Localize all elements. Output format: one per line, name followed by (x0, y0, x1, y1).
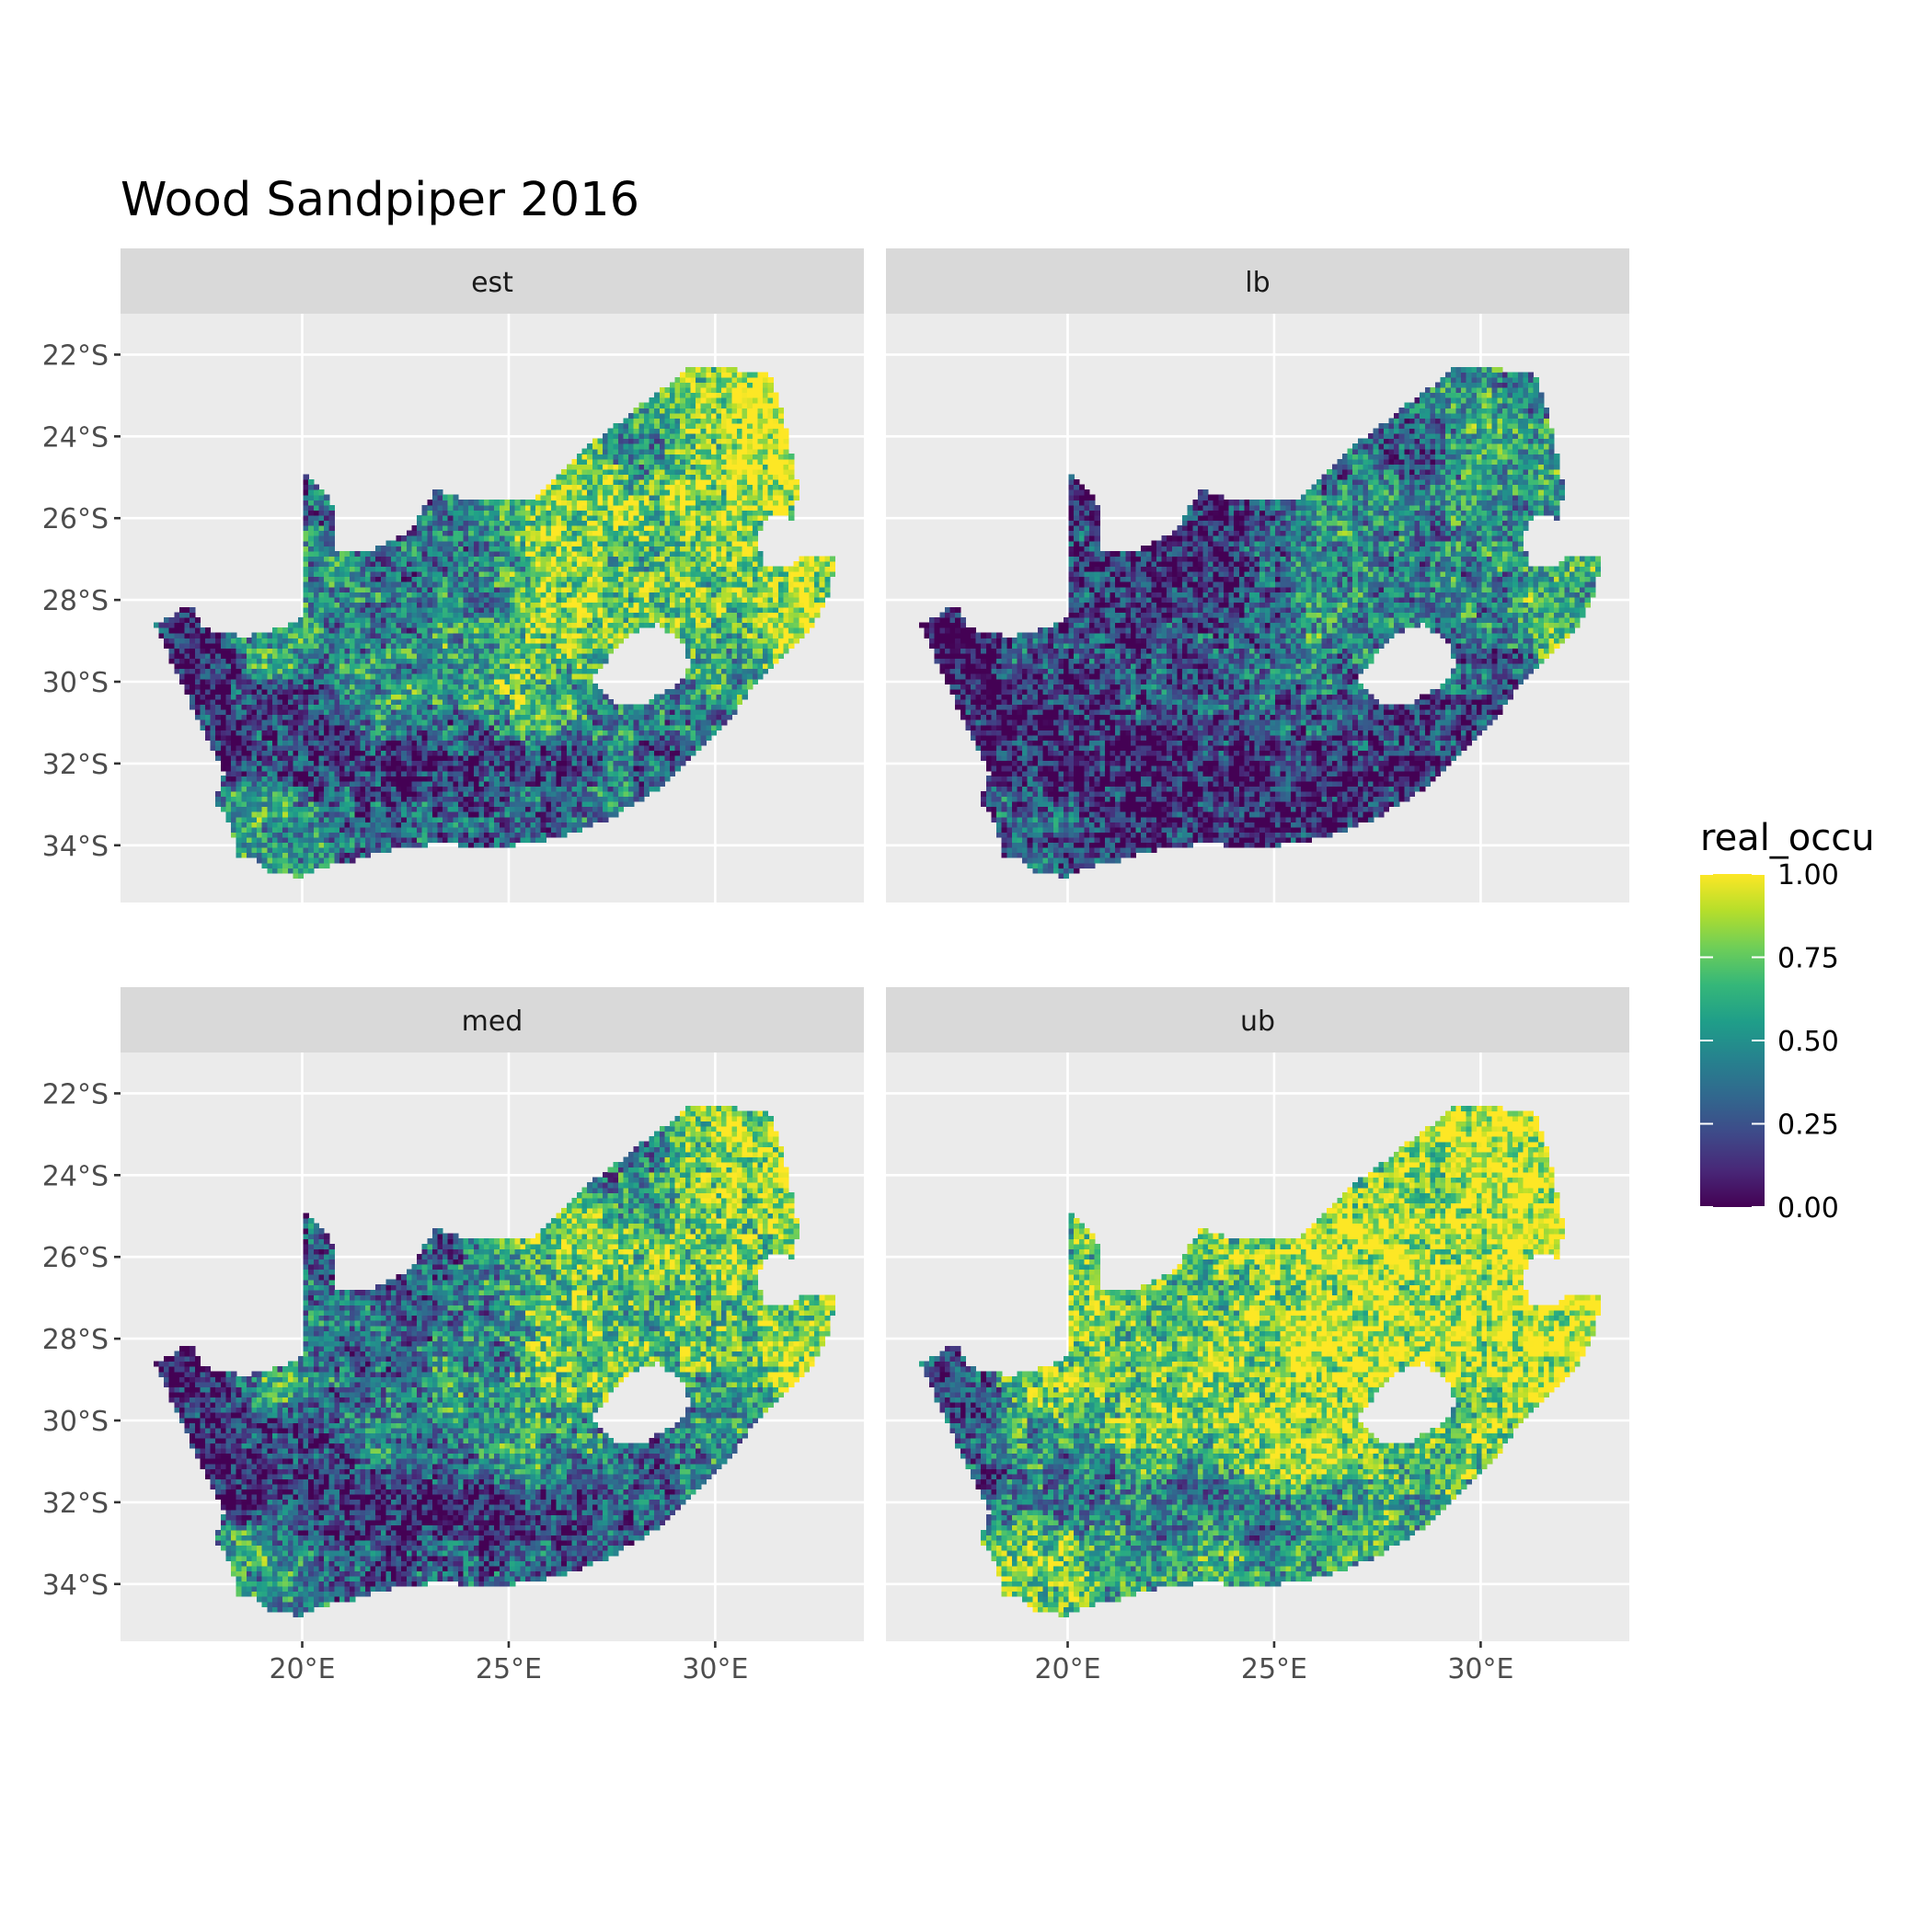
facet-panel-ub: ub 20°E 25°E 30°E (886, 987, 1629, 1685)
x-tick-label: 20°E (269, 1653, 335, 1685)
facet-panel-est: est 22°S 24°S 26°S 28°S 30°S 32°S 34°S (42, 248, 864, 903)
y-tick-label: 32°S (42, 1488, 109, 1520)
y-tick-label: 24°S (42, 1160, 109, 1192)
y-tick-label: 34°S (42, 831, 109, 863)
y-tick-label: 28°S (42, 1324, 109, 1356)
y-tick-label: 34°S (42, 1570, 109, 1602)
legend-break-label: 0.50 (1777, 1026, 1839, 1058)
y-tick-label: 22°S (42, 339, 109, 372)
y-tick-label: 26°S (42, 503, 109, 535)
facet-panels: est 22°S 24°S 26°S 28°S 30°S 32°S 34°S lb med 22°S… (42, 248, 1629, 1685)
figure-title: Wood Sandpiper 2016 (121, 173, 639, 227)
facet-panel-med: med 22°S 24°S 26°S 28°S 30°S 32°S 34°S 20°E 25°E 3… (42, 987, 864, 1685)
legend: real_occu 0.00 0.25 0.50 0.75 1.00 (1700, 817, 1875, 1225)
y-tick-label: 22°S (42, 1078, 109, 1110)
legend-break-label: 0.75 (1777, 943, 1839, 975)
legend-title: real_occu (1700, 817, 1875, 859)
facet-label: lb (1245, 267, 1270, 299)
x-tick-label: 30°E (1447, 1653, 1513, 1685)
facet-label: est (471, 267, 513, 299)
legend-break-label: 0.25 (1777, 1110, 1839, 1142)
x-tick-label: 30°E (682, 1653, 748, 1685)
x-tick-label: 20°E (1034, 1653, 1100, 1685)
y-tick-label: 30°S (42, 667, 109, 699)
legend-break-label: 1.00 (1777, 859, 1839, 891)
y-tick-label: 28°S (42, 585, 109, 617)
x-tick-label: 25°E (476, 1653, 542, 1685)
y-tick-label: 24°S (42, 421, 109, 454)
y-tick-label: 32°S (42, 749, 109, 781)
legend-break-label: 0.00 (1777, 1192, 1839, 1225)
y-tick-label: 26°S (42, 1242, 109, 1274)
facet-label: med (462, 1006, 523, 1038)
facet-label: ub (1240, 1006, 1275, 1038)
facet-panel-lb: lb (886, 248, 1629, 903)
y-tick-label: 30°S (42, 1406, 109, 1438)
x-tick-label: 25°E (1241, 1653, 1307, 1685)
